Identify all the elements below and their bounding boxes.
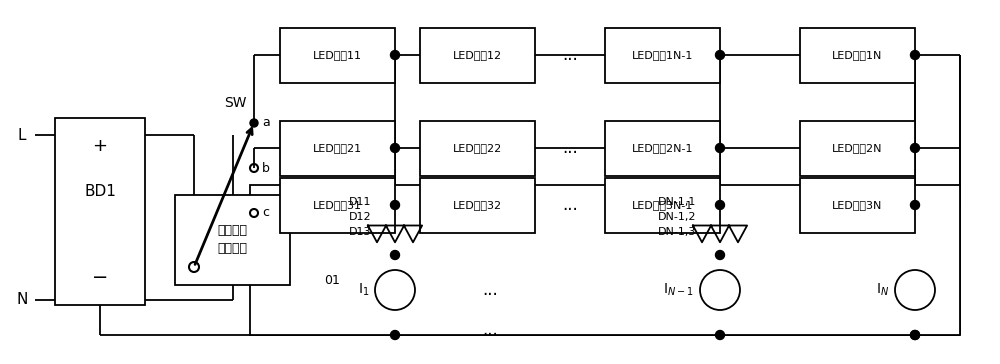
Text: DN-1,1: DN-1,1 — [658, 197, 696, 207]
Text: 开关控制
逻辑电路: 开关控制 逻辑电路 — [218, 225, 248, 256]
Bar — [605, 121, 720, 176]
Circle shape — [390, 51, 400, 59]
Circle shape — [910, 201, 920, 210]
Text: LED分剤3N-1: LED分剤3N-1 — [632, 200, 693, 210]
Circle shape — [716, 201, 724, 210]
Circle shape — [716, 143, 724, 153]
Text: −: − — [92, 268, 108, 286]
Text: ...: ... — [482, 281, 498, 299]
Circle shape — [390, 250, 400, 260]
Circle shape — [910, 51, 920, 59]
Bar — [280, 178, 395, 233]
Text: I$_1$: I$_1$ — [358, 282, 369, 298]
Bar — [800, 178, 915, 233]
Text: ...: ... — [482, 321, 498, 339]
Text: LED分剤2N: LED分剤2N — [832, 143, 883, 153]
Bar — [420, 28, 535, 83]
Text: I$_N$: I$_N$ — [876, 282, 889, 298]
Text: D12: D12 — [348, 212, 371, 222]
Text: BD1: BD1 — [84, 184, 116, 199]
Bar — [800, 121, 915, 176]
Text: D11: D11 — [349, 197, 371, 207]
Text: 01: 01 — [324, 273, 340, 286]
Circle shape — [390, 331, 400, 340]
Text: a: a — [262, 116, 270, 130]
Text: D13: D13 — [349, 227, 371, 237]
Circle shape — [716, 331, 724, 340]
Text: LED分剤2N-1: LED分剤2N-1 — [632, 143, 693, 153]
Text: LED分捤21: LED分捤21 — [313, 143, 362, 153]
Circle shape — [910, 143, 920, 153]
Text: LED分捤31: LED分捤31 — [313, 200, 362, 210]
Text: DN-1,3: DN-1,3 — [658, 227, 696, 237]
Bar — [280, 28, 395, 83]
Bar — [175, 195, 290, 285]
Bar — [420, 121, 535, 176]
Text: LED分剤1N: LED分剤1N — [832, 50, 883, 60]
Text: ...: ... — [562, 196, 578, 214]
Circle shape — [716, 51, 724, 59]
Text: LED分捤22: LED分捤22 — [453, 143, 502, 153]
Text: DN-1,2: DN-1,2 — [658, 212, 696, 222]
Bar — [55, 118, 145, 305]
Text: LED分捤11: LED分捤11 — [313, 50, 362, 60]
Text: I$_{N-1}$: I$_{N-1}$ — [663, 282, 694, 298]
Circle shape — [390, 143, 400, 153]
Text: LED分捤12: LED分捤12 — [453, 50, 502, 60]
Text: LED分捤32: LED分捤32 — [453, 200, 502, 210]
Circle shape — [910, 331, 920, 340]
Text: ...: ... — [562, 139, 578, 157]
Text: N: N — [16, 293, 28, 308]
Text: ...: ... — [562, 46, 578, 64]
Bar — [280, 121, 395, 176]
Text: b: b — [262, 162, 270, 174]
Bar — [420, 178, 535, 233]
Text: LED分剤3N: LED分剤3N — [832, 200, 883, 210]
Text: SW: SW — [224, 96, 246, 110]
Circle shape — [390, 201, 400, 210]
Text: +: + — [92, 137, 108, 155]
Text: LED分剤1N-1: LED分剤1N-1 — [632, 50, 693, 60]
Circle shape — [910, 331, 920, 340]
Bar — [250, 185, 960, 335]
Bar — [605, 178, 720, 233]
Text: c: c — [262, 206, 269, 219]
Bar — [800, 28, 915, 83]
Bar — [605, 28, 720, 83]
Circle shape — [716, 250, 724, 260]
Circle shape — [250, 119, 258, 127]
Text: L: L — [18, 127, 26, 142]
